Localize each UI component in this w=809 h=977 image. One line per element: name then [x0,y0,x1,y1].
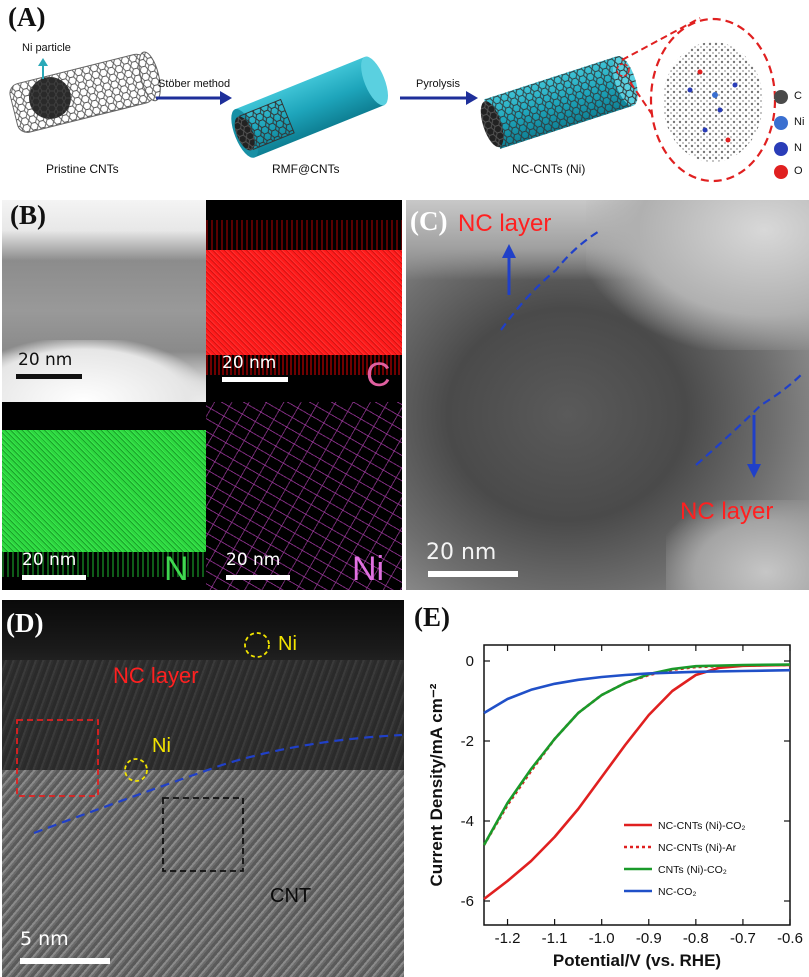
map-label-ni: Ni [352,550,385,588]
y-axis-label: Current Density/mA cm⁻² [427,683,446,886]
nc-cnt-label: NC-CNTs (Ni) [512,162,586,176]
panel-c-tem [406,200,809,590]
stober-label: Stöber method [158,78,231,90]
legend-label-3: NC-CO₂ [658,886,697,898]
panel-b-scalebar-2 [222,377,288,382]
panel-e-letter: (E) [414,602,450,632]
panel-a-schematic [9,17,788,183]
panel-a-letter: (A) [8,2,46,32]
plot-frame [483,644,791,926]
panel-d-scale-text: 5 nm [20,928,69,950]
x-tick-label: -1.0 [589,930,615,947]
x-tick-label: -0.8 [683,930,709,947]
legend-label-n: N [794,142,802,154]
panel-b-scalebar-1 [16,374,82,379]
series-line-0 [483,663,791,901]
rmf-cnt-cylinder [231,56,388,158]
panel-b-map-c [206,200,402,402]
panel-c-letter: (C) [410,206,448,236]
x-tick-label: -0.6 [777,930,803,947]
y-tick-label: -4 [461,813,474,830]
panel-b-scalebar-3 [22,575,86,580]
ni-particle-label: Ni particle [22,42,71,54]
ni-label-2: Ni [152,735,171,757]
cnt-label: CNT [270,885,312,907]
x-tick-label: -1.1 [542,930,568,947]
panel-c-overlay [500,229,805,478]
panel-d-scalebar [20,958,110,964]
panel-c-scalebar [428,571,518,577]
panel-b-scalebar-4 [226,575,290,580]
legend-label-ni: Ni [794,116,805,128]
black-box [162,797,244,872]
y-tick-label: -2 [461,733,474,750]
element-legend [774,90,788,179]
panel-b-scale-text-3: 20 nm [22,550,77,570]
nc-layer-label-bottom: NC layer [680,498,774,525]
panel-d-overlay [16,632,403,872]
pristine-cnt-label: Pristine CNTs [46,162,119,176]
panel-d-nc-label: NC layer [113,663,199,688]
series-line-3 [483,668,791,715]
y-tick-label: 0 [466,653,474,670]
panel-d-letter: (D) [6,608,44,638]
legend-label-0: NC-CNTs (Ni)-CO₂ [658,820,745,832]
panel-d-tem [2,600,404,977]
legend-label-2: CNTs (Ni)-CO₂ [658,864,727,876]
x-tick-label: -0.7 [730,930,756,947]
map-label-n: N [164,550,189,588]
legend-label-o: O [794,165,803,177]
rmf-label: RMF@CNTs [272,162,340,176]
panel-b-scale-text-1: 20 nm [18,350,73,370]
panel-b-scale-text-2: 20 nm [222,353,277,373]
legend-label-1: NC-CNTs (Ni)-Ar [658,842,737,854]
x-axis-label: Potential/V (vs. RHE) [553,951,721,970]
pristine-cnt-tube [9,51,161,133]
panel-b-scale-text-4: 20 nm [226,550,281,570]
ni-label-1: Ni [278,633,297,655]
pyrolysis-label: Pyrolysis [416,78,461,90]
panel-b-tem [2,200,206,402]
panel-e-chart: -1.2 -1.1 -1.0 -0.9 -0.8 -0.7 -0.6 0 -2 -4 -6 Pote… [427,644,803,970]
x-tick-label: -1.2 [495,930,521,947]
panel-c-scale-text: 20 nm [426,540,497,565]
series-line-2 [482,663,791,846]
y-tick-label: -6 [461,893,474,910]
panel-b-map-n [2,402,206,590]
map-label-c: C [366,356,391,394]
red-box [16,719,99,797]
legend-label-c: C [794,90,802,102]
nc-cnt-cylinder [480,55,638,149]
nc-layer-label-top: NC layer [458,210,552,237]
panel-b-letter: (B) [10,200,46,230]
panel-b-map-ni [206,402,402,590]
series-line-1 [482,663,791,846]
x-tick-label: -0.9 [636,930,662,947]
